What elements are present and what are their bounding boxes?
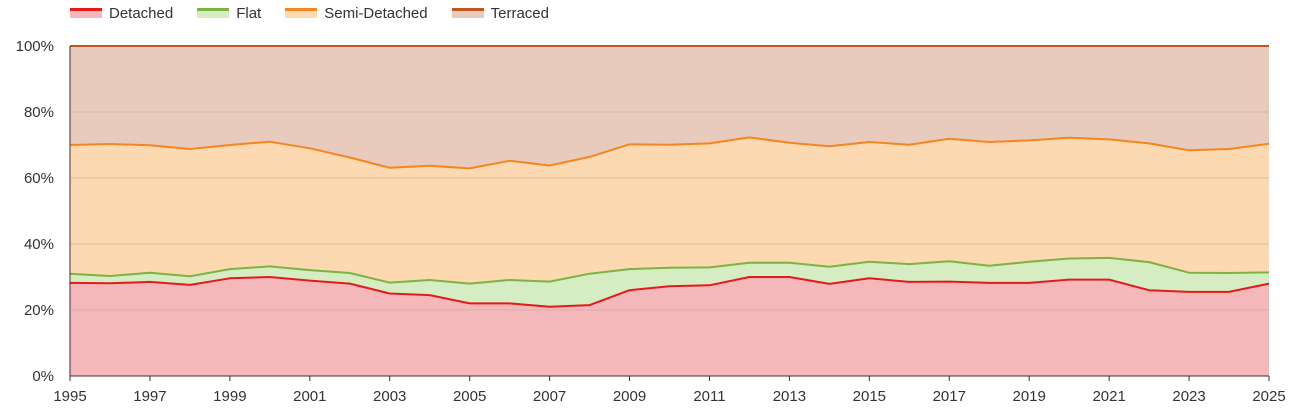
legend-swatch	[285, 8, 318, 18]
x-tick-label: 2025	[1252, 388, 1285, 405]
legend-item-detached[interactable]: Detached	[70, 5, 173, 22]
line-semi-detached	[69, 136, 1270, 170]
legend-label: Semi-Detached	[324, 4, 428, 22]
x-tick-label: 2003	[373, 388, 406, 405]
y-tick-label: 40%	[24, 236, 54, 253]
x-tick-label: 2007	[533, 388, 566, 405]
line-flat	[69, 256, 1270, 285]
area-flat	[70, 257, 1269, 307]
lines	[69, 45, 1270, 308]
x-tick-label: 2011	[693, 388, 725, 405]
legend-label: Flat	[236, 4, 262, 22]
x-tick-label: 2015	[853, 388, 886, 405]
y-tick-label: 80%	[24, 104, 54, 121]
areas	[70, 46, 1269, 376]
area-terraced	[70, 46, 1269, 169]
legend-label: Terraced	[490, 4, 549, 22]
x-tick-label: 2023	[1172, 388, 1205, 405]
legend-label: Detached	[109, 4, 174, 22]
x-tick-label: 2009	[613, 388, 646, 405]
x-tick-label: 2019	[1013, 388, 1046, 405]
x-tick-label: 2013	[773, 388, 806, 405]
legend-swatch	[70, 8, 102, 18]
x-tick-label: 2005	[453, 388, 486, 405]
y-tick-label: 60%	[24, 170, 54, 187]
y-tick-label: 20%	[24, 302, 54, 319]
legend-item-semi-detached[interactable]: Semi-Detached	[285, 4, 428, 22]
x-tick-label: 1995	[53, 388, 86, 405]
x-tick-label: 2017	[933, 388, 966, 405]
y-tick-label: 100%	[16, 38, 54, 55]
area-semi-detached	[70, 137, 1269, 284]
legend-item-terraced[interactable]: Terraced	[451, 4, 549, 22]
legend-swatch	[451, 8, 484, 18]
x-tick-label: 1999	[213, 388, 246, 405]
y-tick-label: 0%	[32, 368, 54, 385]
x-tick-label: 1997	[133, 388, 166, 405]
x-tick-label: 2021	[1092, 388, 1125, 405]
x-tick-label: 2001	[293, 388, 326, 405]
area-detached	[70, 277, 1269, 376]
legend-swatch	[197, 8, 230, 18]
line-detached	[69, 276, 1270, 308]
legend-item-flat[interactable]: Flat	[197, 5, 261, 22]
chart-legend: Detached Flat Semi-Detached Terraced	[70, 3, 549, 23]
